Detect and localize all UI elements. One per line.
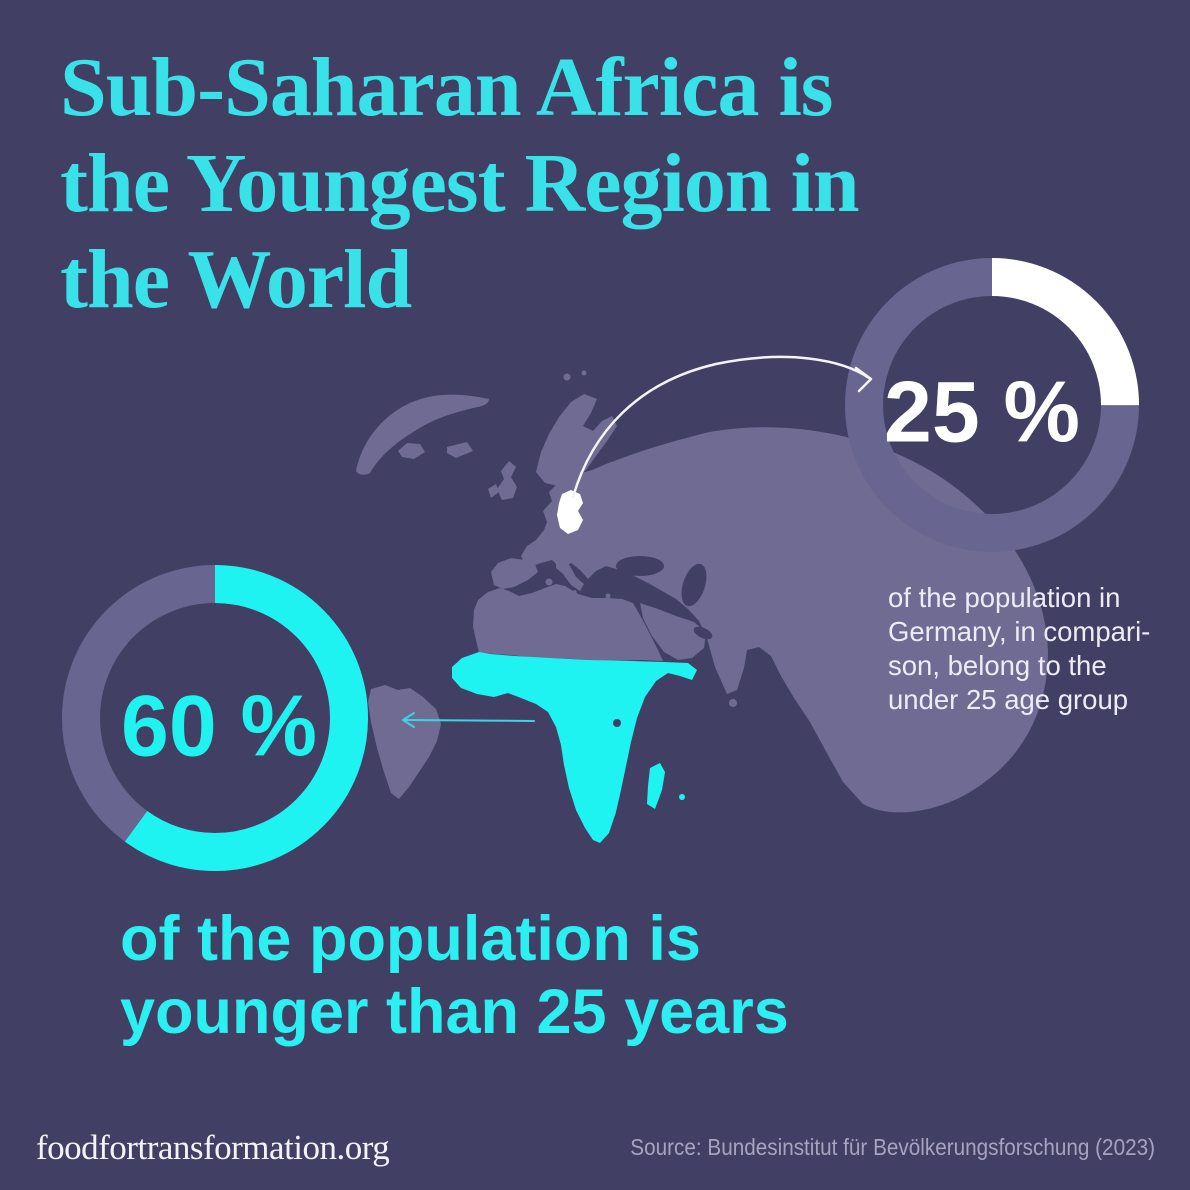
subsaharan-statement: of the population is younger than 25 yea… bbox=[120, 903, 789, 1049]
region-united-kingdom bbox=[497, 461, 517, 500]
subsaharan-percent-label: 60 % bbox=[120, 678, 318, 775]
region-arabia bbox=[640, 603, 706, 660]
title-line-2: the Youngest Region in bbox=[60, 137, 860, 230]
region-sardinia bbox=[545, 578, 553, 586]
footer-source: Source: Bundesinstitut für Bevölkerungsf… bbox=[630, 1134, 1155, 1160]
region-ireland bbox=[488, 484, 499, 498]
subsaharan-statement-line-2: younger than 25 years bbox=[120, 977, 789, 1047]
donut-chart-subsaharan bbox=[62, 565, 368, 871]
region-madagascar bbox=[647, 763, 665, 809]
region-svalbard-2 bbox=[581, 370, 587, 376]
persian-gulf bbox=[693, 626, 713, 640]
caspian-sea bbox=[681, 563, 707, 607]
title-line-1: Sub-Saharan Africa is bbox=[60, 41, 833, 134]
region-germany bbox=[557, 490, 583, 534]
region-scandinavia bbox=[536, 394, 617, 486]
germany-arrow-curve bbox=[571, 355, 871, 499]
africa-arrow bbox=[402, 712, 535, 728]
germany-arrow-head bbox=[854, 366, 873, 393]
title-line-3: the World bbox=[60, 233, 412, 326]
region-north-africa bbox=[473, 584, 663, 661]
donut-segment bbox=[845, 258, 1139, 552]
black-sea bbox=[616, 556, 664, 576]
lake-victoria bbox=[613, 719, 621, 727]
footer-website: foodfortransformation.org bbox=[36, 1128, 390, 1167]
region-small-island bbox=[679, 794, 685, 800]
germany-arrow bbox=[571, 355, 873, 499]
germany-percent-label: 25 % bbox=[883, 364, 1081, 461]
region-crete bbox=[605, 593, 611, 599]
region-iberia bbox=[491, 558, 538, 589]
germany-description-line-1: of the population in bbox=[888, 582, 1121, 613]
region-south-america bbox=[368, 685, 441, 799]
germany-description-line-3: son, belong to the bbox=[888, 650, 1107, 681]
region-sub-saharan-africa bbox=[452, 652, 697, 843]
region-greenland-islet bbox=[447, 442, 473, 458]
donut-chart-germany bbox=[845, 258, 1139, 552]
region-sri-lanka bbox=[729, 699, 737, 707]
region-greenland bbox=[356, 394, 489, 475]
africa-arrow-line bbox=[403, 719, 535, 722]
subsaharan-statement-line-1: of the population is bbox=[120, 904, 701, 974]
donut-segment bbox=[62, 565, 368, 871]
page-title: Sub-Saharan Africa is the Youngest Regio… bbox=[60, 40, 860, 328]
germany-description: of the population in Germany, in compari… bbox=[888, 581, 1150, 717]
region-italy bbox=[556, 558, 584, 591]
germany-description-line-4: under 25 age group bbox=[888, 684, 1129, 715]
region-iceland bbox=[398, 443, 425, 459]
germany-description-line-2: Germany, in compari- bbox=[888, 616, 1151, 647]
africa-arrow-head bbox=[402, 712, 415, 728]
region-svalbard bbox=[563, 373, 571, 381]
